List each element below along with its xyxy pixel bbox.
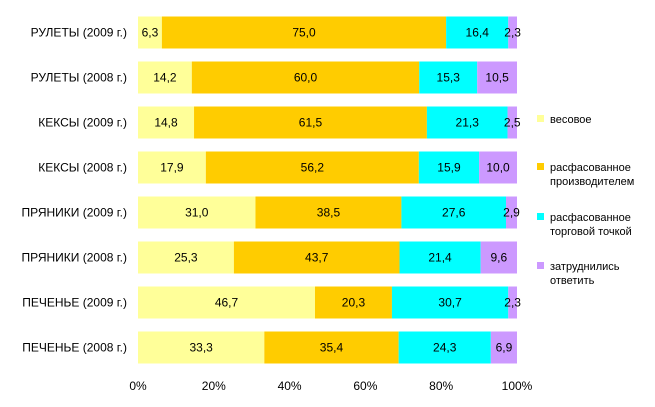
bar-segment-1-row-1 (138, 16, 162, 49)
category-labels: РУЛЕТЫ (2009 г.) РУЛЕТЫ (2008 г.) КЕКСЫ (2… (21, 26, 127, 355)
legend-label: затруднились ответить (550, 261, 620, 287)
legend-label: расфасованное производителем (550, 162, 634, 188)
data-label: 21,4 (428, 251, 452, 265)
data-label: 14,2 (153, 71, 177, 85)
data-label: 30,7 (438, 296, 462, 310)
data-label: 2,3 (504, 26, 521, 40)
bar-segment-2-row-5 (255, 196, 402, 229)
data-label: 46,7 (215, 296, 239, 310)
x-tick-label: 40% (278, 379, 302, 393)
bar-segment-3-row-2 (419, 61, 478, 94)
bar-segment-1-row-4 (138, 151, 206, 184)
data-label: 15,3 (437, 71, 461, 85)
data-label: 16,4 (466, 26, 490, 40)
data-label: 2,5 (504, 116, 521, 130)
data-label: 56,2 (301, 161, 325, 175)
bar-segment-4-row-4 (479, 151, 517, 184)
category-label: РУЛЕТЫ (2009 г.) (31, 26, 127, 40)
data-label: 35,4 (320, 341, 344, 355)
data-label: 20,3 (342, 296, 366, 310)
data-label: 6,9 (496, 341, 513, 355)
bar-segment-3-row-1 (446, 16, 509, 49)
bar-segment-3-row-8 (398, 331, 491, 364)
bar-segment-4-row-6 (480, 241, 517, 274)
legend: весовое расфасованное производителем расфас… (537, 114, 634, 287)
x-tick-label: 20% (202, 379, 226, 393)
bar-segment-1-row-6 (138, 241, 234, 274)
data-label: 6,3 (142, 26, 159, 40)
category-label: ПРЯНИКИ (2008 г.) (21, 251, 127, 265)
data-label: 24,3 (433, 341, 457, 355)
bar-segment-2-row-3 (194, 106, 427, 139)
legend-label: расфасованное торговой точкой (550, 212, 632, 238)
x-tick-label: 60% (353, 379, 377, 393)
bar-segment-2-row-8 (264, 331, 399, 364)
data-label: 14,8 (154, 116, 178, 130)
data-label: 10,5 (485, 71, 509, 85)
data-label: 2,3 (504, 296, 521, 310)
bar-segment-1-row-3 (138, 106, 195, 139)
legend-swatch (537, 115, 544, 122)
category-label: ПЕЧЕНЬЕ (2008 г.) (22, 341, 127, 355)
data-label: 25,3 (174, 251, 198, 265)
category-label: ПРЯНИКИ (2009 г.) (21, 206, 127, 220)
bar-segment-1-row-8 (138, 331, 265, 364)
bar-segment-2-row-1 (161, 16, 447, 49)
data-label: 60,0 (294, 71, 318, 85)
bar-segment-2-row-7 (314, 286, 392, 319)
data-label: 43,7 (305, 251, 329, 265)
bar-segment-4-row-8 (490, 331, 517, 364)
data-label: 21,3 (456, 116, 480, 130)
bar-segment-4-row-2 (477, 61, 517, 94)
bar-segment-2-row-2 (191, 61, 420, 94)
data-label: 38,5 (317, 206, 341, 220)
data-label: 17,9 (160, 161, 184, 175)
data-label: 31,0 (185, 206, 209, 220)
category-label: КЕКСЫ (2009 г.) (38, 116, 127, 130)
legend-swatch (537, 163, 544, 170)
legend-label: весовое (550, 114, 592, 126)
bar-segment-4-row-3 (507, 106, 517, 139)
bar-segment-4-row-5 (506, 196, 517, 229)
data-label: 10,0 (486, 161, 510, 175)
data-label: 2,9 (503, 206, 520, 220)
x-axis: 0% 20% 40% 60% 80% 100% (129, 379, 532, 393)
x-tick-label: 100% (502, 379, 533, 393)
bar-segment-3-row-6 (399, 241, 481, 274)
data-label: 15,9 (437, 161, 461, 175)
bar-segment-3-row-5 (401, 196, 507, 229)
bar-segment-4-row-1 (508, 16, 517, 49)
data-label: 75,0 (292, 26, 316, 40)
bar-segment-1-row-2 (138, 61, 192, 94)
bar-segment-1-row-5 (138, 196, 256, 229)
x-tick-label: 0% (129, 379, 147, 393)
bar-segment-3-row-4 (418, 151, 480, 184)
data-label: 27,6 (442, 206, 466, 220)
bar-segment-3-row-7 (391, 286, 509, 319)
x-tick-label: 80% (429, 379, 453, 393)
category-label: ПЕЧЕНЬЕ (2009 г.) (22, 296, 127, 310)
category-label: РУЛЕТЫ (2008 г.) (31, 71, 127, 85)
bar-segment-2-row-6 (233, 241, 400, 274)
data-label: 9,6 (490, 251, 507, 265)
data-label: 61,5 (299, 116, 323, 130)
category-label: КЕКСЫ (2008 г.) (38, 161, 127, 175)
legend-swatch (537, 262, 544, 269)
data-label: 33,3 (189, 341, 213, 355)
bars-area: 6,3 75,0 16,4 2,3 14,2 60,0 15,3 10,5 14,8 61,5 21… (138, 16, 521, 364)
bar-segment-2-row-4 (205, 151, 419, 184)
legend-swatch (537, 213, 544, 220)
bar-segment-4-row-7 (508, 286, 517, 319)
bar-segment-1-row-7 (138, 286, 315, 319)
bar-segment-3-row-3 (426, 106, 508, 139)
